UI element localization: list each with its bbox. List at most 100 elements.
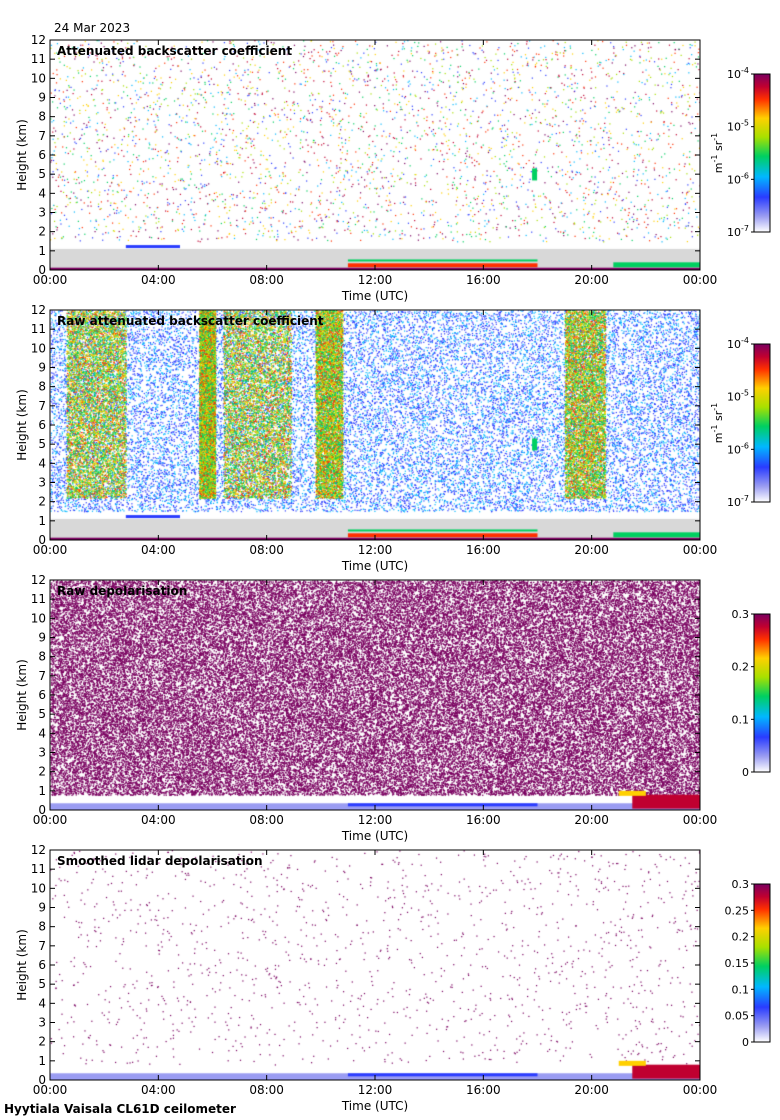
x-tick-label: 20:00 — [574, 813, 609, 827]
x-tick-label: 08:00 — [249, 813, 284, 827]
y-tick-label: 3 — [38, 206, 46, 220]
x-tick-label: 16:00 — [466, 813, 501, 827]
date-label: 24 Mar 2023 — [54, 21, 130, 35]
x-tick-label: 04:00 — [141, 813, 176, 827]
x-tick-label: 00:00 — [33, 1083, 68, 1097]
x-tick-label: 16:00 — [466, 273, 501, 287]
colorbar-tick-label: 10-4 — [727, 66, 749, 81]
colorbar-tick-label: 10-4 — [727, 336, 749, 351]
y-tick-label: 9 — [38, 631, 46, 645]
colorbar-tick-label: 0.2 — [732, 931, 750, 944]
y-tick-label: 12 — [31, 573, 46, 587]
y-tick-label: 9 — [38, 91, 46, 105]
panel-title: Attenuated backscatter coefficient — [57, 44, 292, 58]
x-tick-label: 16:00 — [466, 1083, 501, 1097]
heatmap-image — [50, 580, 700, 810]
x-tick-label: 04:00 — [141, 543, 176, 557]
y-tick-label: 3 — [38, 476, 46, 490]
colorbar-tick-label: 0.3 — [732, 608, 750, 621]
colorbar-units: m-1 sr-1 — [710, 133, 725, 173]
x-tick-label: 16:00 — [466, 543, 501, 557]
y-tick-label: 5 — [38, 707, 46, 721]
x-tick-label: 04:00 — [141, 273, 176, 287]
x-tick-label: 20:00 — [574, 1083, 609, 1097]
y-tick-label: 2 — [38, 765, 46, 779]
y-tick-label: 12 — [31, 303, 46, 317]
y-tick-label: 4 — [38, 186, 46, 200]
colorbar-tick-label: 0.3 — [732, 878, 750, 891]
y-axis-label: Height (km) — [15, 119, 29, 190]
x-tick-label: 00:00 — [683, 543, 718, 557]
y-tick-label: 9 — [38, 361, 46, 375]
y-tick-label: 2 — [38, 225, 46, 239]
colorbar — [753, 343, 771, 503]
colorbar — [753, 73, 771, 233]
y-tick-label: 5 — [38, 437, 46, 451]
y-tick-label: 2 — [38, 495, 46, 509]
y-tick-label: 10 — [31, 341, 46, 355]
panel-title: Raw depolarisation — [57, 584, 187, 598]
colorbar-tick-label: 0.15 — [725, 957, 750, 970]
y-tick-label: 11 — [31, 52, 46, 66]
y-tick-label: 7 — [38, 399, 46, 413]
instrument-footer: Hyytiala Vaisala CL61D ceilometer — [4, 1102, 236, 1116]
y-axis-label: Height (km) — [15, 929, 29, 1000]
x-tick-label: 12:00 — [358, 273, 393, 287]
colorbar-tick-label: 0.1 — [732, 713, 750, 726]
y-tick-label: 6 — [38, 958, 46, 972]
y-tick-label: 0 — [38, 263, 46, 277]
y-tick-label: 8 — [38, 110, 46, 124]
y-tick-label: 3 — [38, 746, 46, 760]
x-tick-label: 00:00 — [683, 813, 718, 827]
x-tick-label: 12:00 — [358, 543, 393, 557]
y-tick-label: 7 — [38, 129, 46, 143]
y-tick-label: 3 — [38, 1016, 46, 1030]
y-tick-label: 8 — [38, 920, 46, 934]
y-tick-label: 1 — [38, 514, 46, 528]
colorbar-tick-label: 0 — [742, 1036, 749, 1049]
y-tick-label: 0 — [38, 803, 46, 817]
panel-4: Smoothed lidar depolarisation01234567891… — [15, 843, 771, 1113]
y-tick-label: 5 — [38, 977, 46, 991]
x-axis-label: Time (UTC) — [341, 829, 408, 843]
y-tick-label: 6 — [38, 688, 46, 702]
y-tick-label: 6 — [38, 148, 46, 162]
y-tick-label: 4 — [38, 996, 46, 1010]
x-axis-label: Time (UTC) — [341, 1099, 408, 1113]
panel-title: Smoothed lidar depolarisation — [57, 854, 263, 868]
colorbar — [753, 883, 771, 1043]
y-tick-label: 11 — [31, 322, 46, 336]
x-tick-label: 04:00 — [141, 1083, 176, 1097]
x-tick-label: 20:00 — [574, 273, 609, 287]
y-tick-label: 11 — [31, 862, 46, 876]
y-tick-label: 2 — [38, 1035, 46, 1049]
x-tick-label: 12:00 — [358, 1083, 393, 1097]
panels: Attenuated backscatter coefficient012345… — [15, 33, 771, 1113]
y-tick-label: 8 — [38, 650, 46, 664]
x-tick-label: 20:00 — [574, 543, 609, 557]
y-axis-label: Height (km) — [15, 389, 29, 460]
y-tick-label: 11 — [31, 592, 46, 606]
panel-1: Attenuated backscatter coefficient012345… — [15, 33, 771, 303]
y-tick-label: 1 — [38, 1054, 46, 1068]
colorbar-tick-label: 0 — [742, 766, 749, 779]
y-tick-label: 8 — [38, 380, 46, 394]
y-axis-label: Height (km) — [15, 659, 29, 730]
x-axis-label: Time (UTC) — [341, 289, 408, 303]
colorbar-units: m-1 sr-1 — [710, 403, 725, 443]
y-tick-label: 1 — [38, 784, 46, 798]
y-tick-label: 7 — [38, 939, 46, 953]
colorbar-tick-label: 10-7 — [727, 224, 749, 239]
y-tick-label: 10 — [31, 881, 46, 895]
y-tick-label: 4 — [38, 456, 46, 470]
colorbar-tick-label: 0.1 — [732, 983, 750, 996]
x-tick-label: 08:00 — [249, 273, 284, 287]
y-tick-label: 4 — [38, 726, 46, 740]
panel-2: Raw attenuated backscatter coefficient 0 1… — [15, 303, 771, 573]
y-tick-label: 0 — [38, 533, 46, 547]
x-tick-label: 00:00 — [683, 1083, 718, 1097]
x-tick-label: 00:00 — [683, 273, 718, 287]
x-axis-label: Time (UTC) — [341, 559, 408, 573]
y-tick-label: 7 — [38, 669, 46, 683]
